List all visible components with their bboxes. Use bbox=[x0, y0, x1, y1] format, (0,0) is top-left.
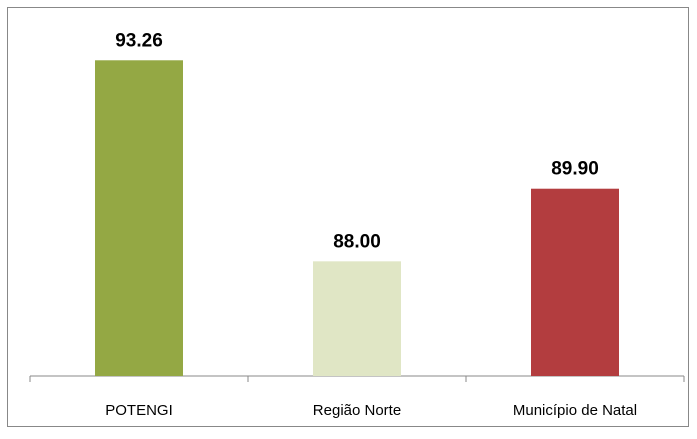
bar bbox=[95, 60, 183, 376]
x-tick-label: Município de Natal bbox=[513, 402, 637, 419]
x-tick-label: Região Norte bbox=[313, 402, 401, 419]
bar bbox=[531, 188, 619, 376]
value-label: 88.00 bbox=[333, 231, 381, 252]
value-label: 93.26 bbox=[115, 30, 163, 51]
x-tick-label: POTENGI bbox=[105, 402, 173, 419]
value-label: 89.90 bbox=[551, 159, 599, 180]
bar bbox=[313, 261, 401, 376]
